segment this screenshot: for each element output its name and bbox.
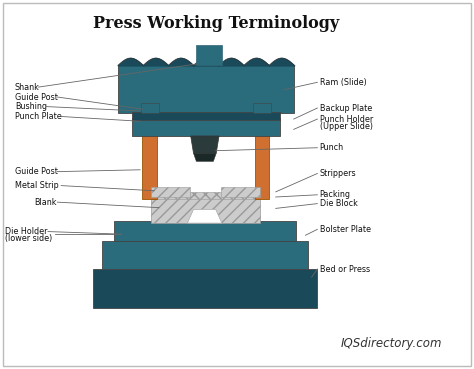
Text: Guide Post: Guide Post [15,93,58,101]
Polygon shape [221,187,260,197]
Text: Bolster Plate: Bolster Plate [319,225,371,234]
Text: Packing: Packing [319,190,351,199]
Text: Backup Plate: Backup Plate [319,104,372,113]
Text: (Upper Slide): (Upper Slide) [319,122,373,131]
Text: Bed or Press: Bed or Press [319,265,370,273]
Polygon shape [151,192,260,199]
Polygon shape [114,221,296,241]
Polygon shape [191,136,219,153]
Text: (lower side): (lower side) [5,234,53,244]
Polygon shape [118,65,294,113]
Polygon shape [93,269,318,308]
Text: Die Block: Die Block [319,199,357,208]
Polygon shape [187,210,222,223]
Polygon shape [193,153,216,161]
Polygon shape [132,118,280,136]
Polygon shape [255,102,269,199]
Text: Metal Strip: Metal Strip [15,181,59,190]
Polygon shape [196,45,222,65]
Polygon shape [102,241,308,269]
Text: Strippers: Strippers [319,169,356,178]
Text: Die Holder: Die Holder [5,227,48,236]
Text: Punch Holder: Punch Holder [319,114,373,124]
Text: Press Working Terminology: Press Working Terminology [92,15,339,32]
Text: IQSdirectory.com: IQSdirectory.com [341,337,442,350]
Polygon shape [253,103,271,113]
Text: Punch Plate: Punch Plate [15,112,62,121]
Text: Blank: Blank [34,198,56,207]
Polygon shape [141,103,158,113]
Text: Ram (Slide): Ram (Slide) [319,78,366,87]
Polygon shape [132,113,280,120]
Text: Bushing: Bushing [15,102,47,111]
Polygon shape [151,198,260,223]
Polygon shape [143,102,156,199]
Text: Punch: Punch [319,143,344,152]
Polygon shape [151,187,190,197]
Text: Guide Post: Guide Post [15,167,58,176]
Text: Shank: Shank [15,83,40,92]
